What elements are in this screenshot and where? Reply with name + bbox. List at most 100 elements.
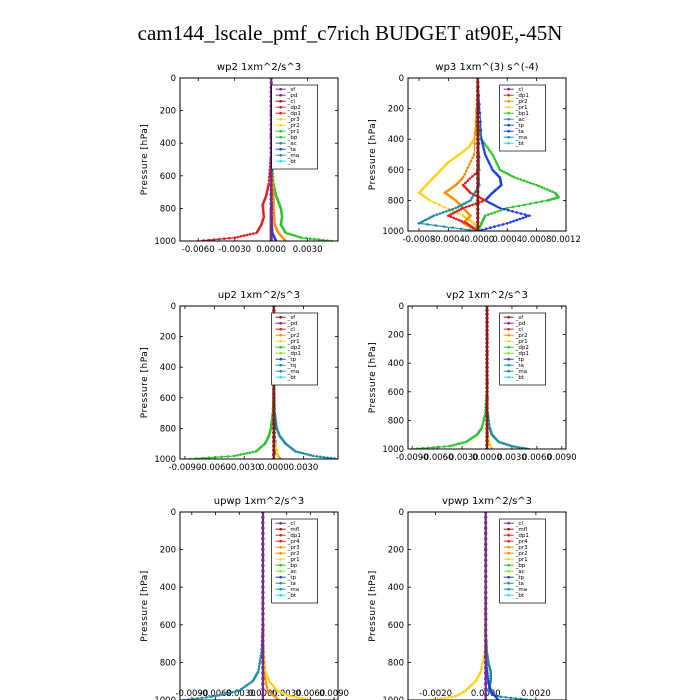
data-point: [452, 216, 456, 220]
data-point: [269, 192, 273, 197]
y-tick-label: 800: [160, 658, 176, 668]
data-point: [264, 681, 268, 684]
data-point: [502, 170, 506, 174]
data-point: [272, 207, 275, 210]
legend-marker: [279, 593, 282, 597]
data-point: [272, 418, 276, 422]
legend-label: _pr2: [515, 551, 528, 557]
data-point: [485, 357, 489, 361]
data-point: [458, 204, 462, 208]
legend-marker: [507, 339, 510, 343]
y-tick-label: 1000: [154, 237, 176, 247]
legend-marker: [279, 345, 282, 349]
data-point: [466, 179, 470, 182]
data-point: [514, 697, 518, 700]
data-point: [227, 691, 231, 695]
data-point: [476, 168, 480, 172]
x-tick-label: 0.0020: [521, 689, 551, 699]
data-point: [236, 454, 239, 457]
data-point: [485, 431, 489, 435]
x-tick-label: -0.0008: [403, 235, 436, 245]
legend-label: _ac: [287, 141, 297, 147]
legend-marker: [279, 357, 282, 361]
data-point: [261, 564, 265, 568]
data-point: [272, 422, 276, 426]
data-point: [447, 214, 450, 217]
data-point: [484, 558, 488, 562]
data-point: [493, 225, 496, 228]
data-point: [207, 238, 210, 241]
data-point: [450, 695, 454, 699]
data-point: [261, 590, 265, 595]
legend-marker: [279, 369, 282, 373]
data-point: [269, 174, 273, 178]
legend-label: _pr3: [287, 545, 301, 551]
data-point: [200, 696, 204, 700]
data-point: [517, 446, 521, 449]
data-point: [485, 361, 489, 365]
legend-label: _pr4: [515, 539, 529, 545]
data-point: [428, 216, 431, 220]
data-point: [319, 455, 322, 459]
data-point: [292, 695, 295, 699]
legend-marker: [507, 593, 510, 597]
data-point: [433, 201, 437, 204]
data-point: [450, 444, 454, 447]
data-point: [296, 450, 300, 454]
data-point: [258, 662, 261, 665]
data-point: [261, 655, 265, 659]
data-point: [476, 128, 480, 133]
data-point: [499, 695, 503, 699]
data-point: [464, 440, 468, 444]
legend-marker: [507, 141, 510, 145]
plot-frame: [179, 511, 339, 700]
data-point: [481, 422, 485, 425]
data-point: [485, 345, 489, 349]
data-point: [269, 188, 273, 192]
legend-marker: [279, 333, 282, 337]
x-tick-label: 0.0000: [472, 453, 502, 463]
y-tick-label: 200: [160, 107, 176, 117]
data-point: [462, 441, 466, 444]
x-tick-label: -0.0060: [421, 453, 454, 463]
data-point: [261, 612, 265, 616]
data-point: [261, 569, 265, 573]
plot-frame: [407, 511, 567, 700]
legend-label: _cl: [515, 87, 524, 93]
x-tick-label: 0.0008: [522, 235, 552, 245]
data-point: [502, 207, 506, 211]
data-point: [484, 537, 488, 541]
plot-frame: [179, 77, 339, 242]
data-point: [476, 155, 480, 159]
legend-marker: [279, 551, 282, 555]
data-point: [434, 224, 438, 227]
panel-3: up2 1xm^2/s^3 Pressure [hPa] 0 200 400 600 800…: [140, 290, 339, 473]
x-tick-label: -0.0060: [198, 463, 231, 473]
data-point: [191, 697, 195, 700]
data-point: [497, 224, 501, 227]
data-point: [476, 80, 480, 85]
data-point: [496, 164, 500, 167]
data-point: [519, 697, 523, 700]
x-tick-label: 0.0060: [295, 689, 325, 699]
data-point: [485, 324, 489, 329]
y-tick-label: 400: [160, 583, 176, 593]
data-point: [468, 228, 471, 231]
data-point: [245, 683, 249, 687]
data-point: [261, 639, 265, 643]
legend-label: _pd: [287, 321, 298, 327]
legend-label: _ac: [515, 569, 525, 575]
data-point: [261, 553, 265, 557]
data-point: [460, 441, 463, 445]
data-point: [421, 219, 425, 223]
data-point: [294, 696, 298, 699]
data-point: [511, 175, 514, 178]
data-point: [484, 601, 488, 605]
data-point: [455, 443, 459, 446]
panel-title: up2 1xm^2/s^3: [218, 290, 300, 301]
data-point: [501, 223, 505, 226]
plot-frame: [179, 305, 339, 460]
data-point: [451, 226, 454, 229]
data-point: [255, 231, 258, 235]
legend-label: _ta: [515, 363, 524, 369]
